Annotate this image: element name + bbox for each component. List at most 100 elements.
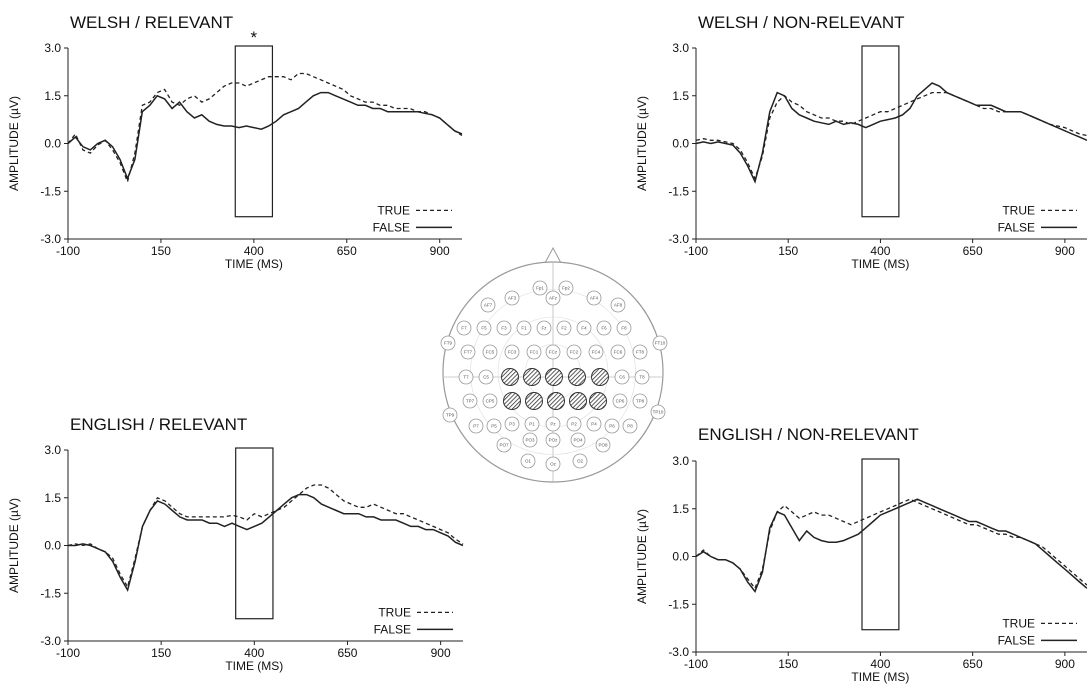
electrode-label: FT10 [655, 341, 666, 346]
y-tick-label: 0.0 [672, 137, 689, 151]
electrode [632, 393, 648, 409]
x-tick-label: 400 [870, 244, 890, 258]
significance-marker: * [251, 28, 258, 47]
electrode [440, 335, 456, 351]
electrode-label: FC5 [486, 350, 495, 355]
electrode-label: P8 [627, 424, 633, 429]
legend-label-true: TRUE [377, 203, 410, 217]
electrode [442, 407, 458, 423]
series-true-line [67, 484, 464, 589]
panel-title: WELSH / NON-RELEVANT [698, 13, 905, 32]
electrode [556, 320, 572, 336]
electrode [516, 320, 532, 336]
y-tick-label: 3.0 [44, 443, 61, 457]
series-false-line [68, 493, 464, 593]
x-tick-label: 650 [963, 657, 983, 671]
electrode [632, 344, 648, 360]
electrode-selected [503, 392, 521, 410]
y-tick-label: 3.0 [672, 454, 689, 468]
electrode-selected [523, 368, 541, 386]
electrode-label: FC1 [530, 350, 539, 355]
x-tick-label: 150 [151, 244, 171, 258]
electrode [612, 393, 628, 409]
legend-label-true: TRUE [1002, 616, 1035, 630]
electrode-label: TP8 [636, 399, 645, 404]
electrode-selected [545, 368, 563, 386]
x-tick-label: 650 [337, 646, 357, 660]
electrode-label: FC6 [614, 350, 623, 355]
electrode [576, 320, 592, 336]
x-tick-label: -100 [684, 657, 708, 671]
electrode-label: TP9 [446, 413, 455, 418]
legend-label-true: TRUE [1002, 203, 1035, 217]
electrode [462, 393, 478, 409]
series-true-line [695, 91, 1087, 181]
electrode-label: O2 [577, 459, 584, 464]
electrode [545, 432, 561, 448]
y-tick-label: 0.0 [44, 137, 61, 151]
electrode [545, 290, 561, 306]
legend-label-false: FALSE [998, 220, 1035, 234]
panel-title: ENGLISH / NON-RELEVANT [698, 425, 919, 444]
x-axis-label: TIME (MS) [851, 257, 909, 271]
electrode [588, 344, 604, 360]
y-axis-label: AMPLITUDE (µV) [635, 509, 649, 604]
y-tick-label: -3.0 [40, 232, 61, 246]
electrode-label: C6 [619, 375, 625, 380]
electrode-label: FC3 [508, 350, 517, 355]
panel-welsh-non-relevant: WELSH / NON-RELEVANT 3.0 1.5 0.0 -1.5 -3.0-10… [635, 13, 1087, 271]
legend-label-true: TRUE [378, 605, 411, 619]
electrode [478, 369, 494, 385]
x-tick-label: 150 [778, 657, 798, 671]
y-tick-label: 1.5 [44, 491, 61, 505]
electrode [458, 369, 474, 385]
panel-title: WELSH / RELEVANT [70, 13, 233, 32]
electrode [595, 437, 611, 453]
y-axis-label: AMPLITUDE (µV) [7, 498, 21, 593]
electrode [596, 320, 612, 336]
electrode-label: AF3 [508, 296, 517, 301]
panel-english-relevant: ENGLISH / RELEVANT 3.0 1.5 0.0 -1.5 -3.0-100 1… [7, 415, 464, 673]
electrode [545, 344, 561, 360]
electrode-label: CP6 [616, 399, 625, 404]
electrode-label: F8 [621, 326, 627, 331]
electrode-selected [569, 392, 587, 410]
x-tick-label: 900 [431, 646, 451, 660]
electrode [524, 416, 540, 432]
electrode [616, 320, 632, 336]
electrode [496, 437, 512, 453]
electrode-label: O1 [525, 459, 532, 464]
electrode-label: FT9 [444, 341, 452, 346]
y-tick-label: 0.0 [44, 539, 61, 553]
x-tick-label: 400 [870, 657, 890, 671]
electrode-label: FT7 [464, 350, 472, 355]
electrode-label: Fp2 [562, 286, 570, 291]
y-tick-label: -1.5 [40, 184, 61, 198]
nose-marker [544, 246, 562, 264]
analysis-window [235, 447, 274, 620]
electrode [504, 344, 520, 360]
electrode [482, 393, 498, 409]
electrode [622, 418, 638, 434]
electrode-label: F6 [601, 326, 607, 331]
electrode-label: T8 [639, 375, 645, 380]
electrode-label: Fz [542, 326, 548, 331]
electrode-label: AF4 [590, 296, 599, 301]
electrode-label: AF7 [484, 303, 493, 308]
electrode-label: P3 [509, 422, 515, 427]
electrode [572, 453, 588, 469]
x-tick-label: 150 [778, 244, 798, 258]
electrode [558, 280, 574, 296]
y-tick-label: -3.0 [668, 232, 689, 246]
electrode [545, 416, 561, 432]
series-false-line [695, 82, 1087, 184]
electrode [522, 432, 538, 448]
electrode [634, 369, 650, 385]
electrode [456, 320, 472, 336]
x-tick-label: 900 [1055, 657, 1075, 671]
electrode-label: Pz [550, 422, 556, 427]
electrode-label: CP5 [486, 399, 495, 404]
electrode-label: F4 [581, 326, 587, 331]
electrode [566, 344, 582, 360]
